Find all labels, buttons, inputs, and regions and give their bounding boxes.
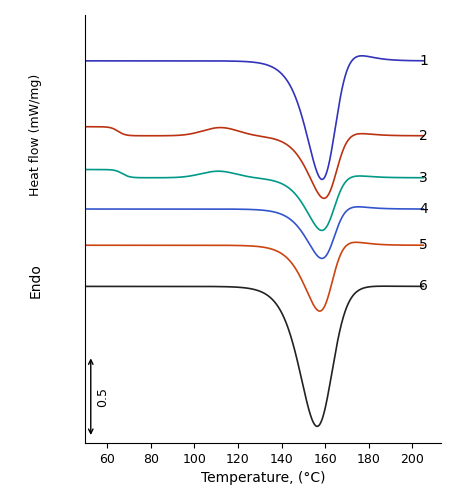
Text: 3: 3 [419,171,428,184]
Text: Heat flow (mW/mg): Heat flow (mW/mg) [29,73,42,196]
Text: 6: 6 [419,279,428,293]
X-axis label: Temperature, (°C): Temperature, (°C) [201,471,325,485]
Text: Endo: Endo [28,263,43,298]
Text: 4: 4 [419,202,428,216]
Text: 0.5: 0.5 [96,387,109,407]
Text: 2: 2 [419,129,428,143]
Text: 5: 5 [419,238,428,252]
Text: 1: 1 [419,54,428,67]
